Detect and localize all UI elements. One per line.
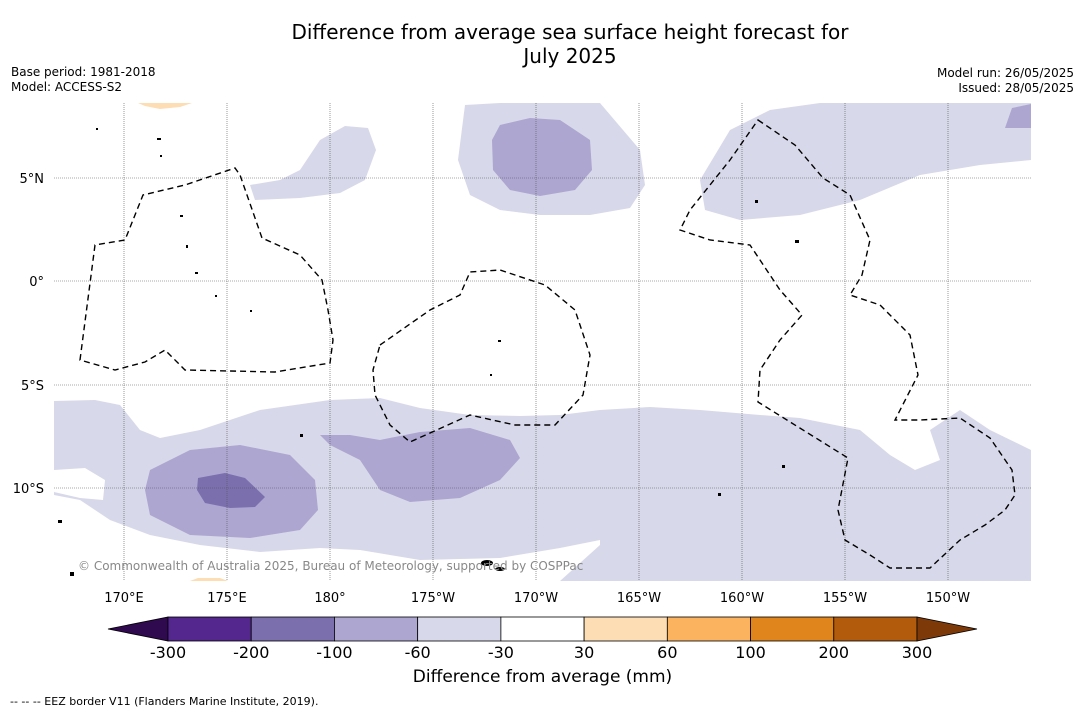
island xyxy=(96,128,98,130)
colorbar-tick-label: 60 xyxy=(657,643,677,662)
anomaly-region-north-east xyxy=(700,103,1031,220)
island xyxy=(481,560,493,566)
longitude-label: 175°W xyxy=(411,591,455,606)
eez-border-kiribati-gilbert xyxy=(79,167,334,373)
island xyxy=(495,567,505,571)
base-period: Base period: 1981-2018 xyxy=(11,65,156,79)
title-line-1: Difference from average sea surface heig… xyxy=(291,20,849,44)
anomaly-region-positive-bottom xyxy=(190,578,228,581)
issued-date: Issued: 28/05/2025 xyxy=(958,81,1074,95)
meta-right: Model run: 26/05/2025 Issued: 28/05/2025 xyxy=(937,66,1074,96)
island xyxy=(755,200,758,203)
colorbar-segment xyxy=(334,616,419,642)
longitude-label: 180° xyxy=(314,591,345,606)
colorbar-segment xyxy=(500,616,585,642)
island xyxy=(782,465,785,468)
longitude-label: 165°W xyxy=(617,591,661,606)
latitude-label: 5°N xyxy=(20,172,45,187)
colorbar-tick-label: 200 xyxy=(819,643,850,662)
eez-borders xyxy=(79,119,1016,569)
colorbar-tick-label: -100 xyxy=(316,643,352,662)
colorbar-segment xyxy=(417,616,502,642)
model-name: Model: ACCESS-S2 xyxy=(11,80,123,94)
colorbar-tick-label: -300 xyxy=(150,643,186,662)
colorbar-title: Difference from average (mm) xyxy=(412,667,673,687)
map-area: © Commonwealth of Australia 2025, Bureau… xyxy=(54,103,1031,581)
copyright-notice: © Commonwealth of Australia 2025, Bureau… xyxy=(78,559,583,573)
island xyxy=(160,155,162,157)
longitude-label: 175°E xyxy=(207,591,247,606)
colorbar-segment xyxy=(583,616,668,642)
island xyxy=(70,572,74,576)
islands xyxy=(58,128,799,576)
longitude-label: 170°E xyxy=(104,591,144,606)
title-line-2: July 2025 xyxy=(523,44,617,68)
island xyxy=(215,295,217,297)
longitude-labels: 170°E 175°E 180° 175°W 170°W 165°W 160°W 155°W 1… xyxy=(104,591,970,606)
latitude-labels: 5°N 0° 5°S 10°S xyxy=(13,172,44,497)
island xyxy=(490,374,492,376)
longitude-label: 150°W xyxy=(926,591,970,606)
latitude-label: 0° xyxy=(29,275,44,290)
anomaly-region-south-band-gap xyxy=(54,468,105,500)
colorbar-segment xyxy=(750,616,835,642)
eez-footnote: -- -- -- EEZ border V11 (Flanders Marine… xyxy=(10,695,319,708)
meta-left: Base period: 1981-2018 Model: ACCESS-S2 xyxy=(11,65,156,95)
gridlines xyxy=(54,103,1031,581)
anomaly-region-south-band xyxy=(54,398,1031,581)
colorbar-tick-label: -200 xyxy=(233,643,269,662)
latitude-label: 10°S xyxy=(13,482,44,497)
longitude-label: 170°W xyxy=(514,591,558,606)
colorbar-tick-label: 300 xyxy=(902,643,933,662)
island xyxy=(157,138,161,140)
eez-border-tokelau xyxy=(372,269,591,443)
colorbar-tick-label: 30 xyxy=(574,643,594,662)
island xyxy=(58,520,62,523)
colorbar-segment xyxy=(666,616,751,642)
longitude-label: 155°W xyxy=(823,591,867,606)
colorbar-segment xyxy=(833,616,918,642)
colorbar-extend-high xyxy=(916,616,978,642)
island xyxy=(180,215,183,217)
island xyxy=(498,340,501,342)
anomaly-region-west-strong xyxy=(197,473,265,508)
colorbar-tick-label: -60 xyxy=(405,643,431,662)
anomaly-region-central-moderate xyxy=(320,428,520,502)
island xyxy=(300,434,303,437)
anomaly-region-positive-top xyxy=(138,103,192,109)
latitude-label: 5°S xyxy=(21,379,44,394)
map-title: Difference from average sea surface heig… xyxy=(0,20,1085,68)
anomaly-region-north-west xyxy=(250,126,376,200)
colorbar: -300 -200 -100 -60 -30 30 60 100 200 300 xyxy=(107,616,978,662)
model-run: Model run: 26/05/2025 xyxy=(936,66,1074,80)
anomaly-region-north-central-core xyxy=(492,118,592,196)
eez-border-line-islands xyxy=(679,119,1016,569)
island xyxy=(250,310,252,312)
colorbar-tick-label: -30 xyxy=(488,643,514,662)
island xyxy=(195,272,198,274)
island xyxy=(718,493,721,496)
longitude-label: 160°W xyxy=(720,591,764,606)
anomaly-region-north-east-core xyxy=(1005,104,1031,128)
colorbar-segment xyxy=(250,616,335,642)
island xyxy=(186,245,188,248)
colorbar-segment xyxy=(167,616,252,642)
colorbar-extend-low xyxy=(107,616,169,642)
island xyxy=(795,240,799,243)
colorbar-tick-label: 100 xyxy=(735,643,766,662)
